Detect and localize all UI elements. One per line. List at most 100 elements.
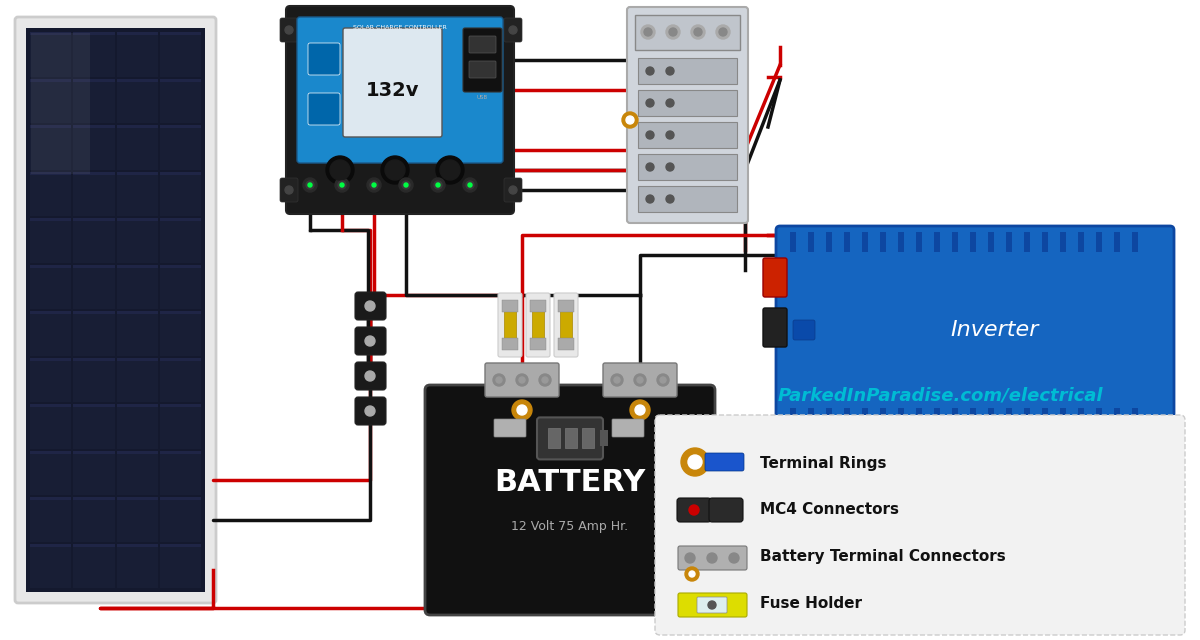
Bar (988, 408, 994, 428)
Circle shape (509, 186, 517, 194)
Circle shape (365, 336, 374, 346)
Bar (502, 300, 518, 312)
Text: Inverter: Inverter (950, 320, 1039, 340)
Bar (558, 338, 574, 350)
Bar (790, 408, 796, 428)
Bar (558, 300, 574, 312)
Bar (1042, 408, 1048, 428)
Bar (160, 358, 202, 360)
Bar (116, 218, 157, 221)
FancyBboxPatch shape (626, 7, 748, 223)
Circle shape (611, 374, 623, 386)
Circle shape (646, 99, 654, 107)
Circle shape (370, 181, 378, 189)
Bar (73, 358, 114, 402)
Text: MC4 Connectors: MC4 Connectors (760, 502, 899, 518)
Bar (160, 543, 202, 588)
Bar (1060, 408, 1066, 428)
Bar (1132, 408, 1138, 428)
FancyBboxPatch shape (602, 363, 677, 397)
Bar (1024, 232, 1030, 252)
FancyBboxPatch shape (536, 417, 602, 460)
FancyBboxPatch shape (280, 178, 298, 202)
Circle shape (436, 156, 464, 184)
FancyBboxPatch shape (697, 597, 727, 613)
Circle shape (666, 99, 674, 107)
Circle shape (431, 178, 445, 192)
Bar (560, 310, 572, 340)
Bar (160, 218, 202, 221)
Bar (1006, 232, 1012, 252)
Circle shape (626, 116, 634, 124)
Bar (502, 338, 518, 350)
Bar (30, 172, 71, 216)
Bar (30, 218, 71, 221)
Circle shape (365, 406, 374, 416)
Circle shape (660, 377, 666, 383)
Circle shape (688, 455, 702, 469)
Circle shape (308, 183, 312, 187)
Bar (73, 79, 114, 123)
Bar (73, 451, 114, 495)
Circle shape (286, 26, 293, 34)
FancyBboxPatch shape (776, 226, 1174, 434)
Circle shape (402, 181, 410, 189)
Bar (73, 32, 114, 35)
Bar (1078, 408, 1084, 428)
Circle shape (367, 178, 382, 192)
Bar (73, 404, 114, 449)
Text: 132v: 132v (366, 81, 420, 99)
Bar (116, 497, 157, 500)
FancyBboxPatch shape (554, 293, 578, 357)
Bar (30, 218, 71, 262)
Circle shape (646, 67, 654, 75)
Bar (73, 172, 114, 216)
Bar (30, 264, 71, 309)
Bar (1096, 408, 1102, 428)
Text: 12 Volt 75 Amp Hr.: 12 Volt 75 Amp Hr. (511, 520, 629, 533)
Bar (638, 90, 737, 116)
Circle shape (372, 183, 376, 187)
Circle shape (666, 67, 674, 75)
Bar (73, 311, 114, 314)
Bar (73, 358, 114, 360)
FancyBboxPatch shape (298, 17, 503, 163)
FancyBboxPatch shape (612, 419, 644, 437)
Bar (30, 543, 71, 588)
Circle shape (493, 374, 505, 386)
Circle shape (666, 163, 674, 171)
Bar (73, 497, 114, 500)
Bar (790, 232, 796, 252)
Bar (30, 358, 71, 402)
Bar (30, 264, 71, 268)
Circle shape (398, 178, 413, 192)
Bar (160, 218, 202, 262)
Circle shape (335, 178, 349, 192)
Bar (160, 451, 202, 495)
Circle shape (680, 448, 709, 476)
Bar (160, 404, 202, 407)
Bar (116, 264, 157, 268)
Circle shape (689, 571, 695, 577)
Text: Battery Terminal Connectors: Battery Terminal Connectors (760, 550, 1006, 564)
Bar (160, 125, 202, 128)
Bar (30, 311, 71, 314)
FancyBboxPatch shape (485, 363, 559, 397)
Bar (1132, 232, 1138, 252)
Circle shape (691, 25, 706, 39)
Bar (934, 408, 940, 428)
Bar (487, 370, 503, 395)
Bar (530, 338, 546, 350)
Bar (160, 358, 202, 402)
Bar (617, 370, 634, 395)
Bar (565, 428, 577, 449)
FancyBboxPatch shape (355, 397, 386, 425)
Circle shape (463, 178, 476, 192)
Bar (898, 408, 904, 428)
Bar (582, 428, 594, 449)
Bar (30, 497, 71, 541)
Circle shape (440, 160, 460, 180)
Circle shape (542, 377, 548, 383)
Circle shape (635, 405, 646, 415)
Bar (73, 218, 114, 221)
